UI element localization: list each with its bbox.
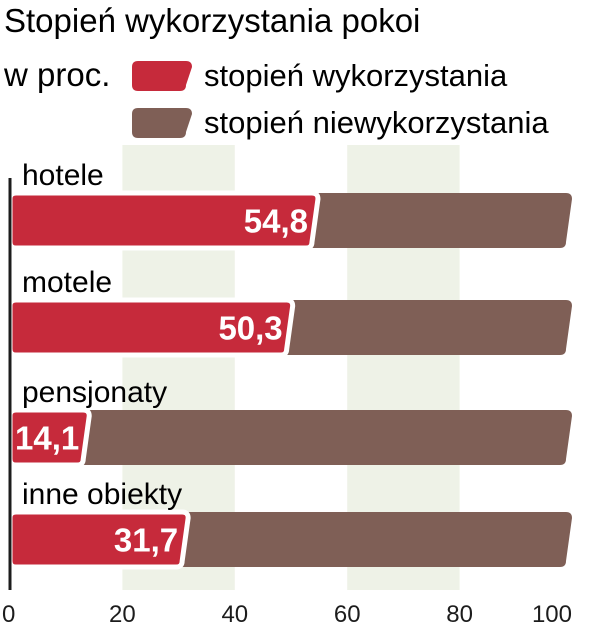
- bar-value-label: 31,7: [114, 522, 178, 559]
- unit-label: w proc.: [3, 56, 110, 93]
- x-tick-labels-group: 0 20 40 60 80 100: [2, 601, 572, 628]
- bar-used-1: [7, 297, 296, 358]
- x-tick-label: 60: [334, 601, 361, 628]
- legend-swatch-used: [132, 61, 192, 91]
- bars-group: 54,8 50,3 14,1 31,7: [7, 190, 572, 570]
- x-tick-label: 100: [532, 601, 572, 628]
- x-tick-label: 20: [109, 601, 136, 628]
- category-label: hotele: [22, 159, 104, 192]
- category-label: motele: [22, 266, 112, 299]
- bar-value-label: 14,1: [15, 420, 79, 457]
- x-tick-label: 0: [2, 601, 15, 628]
- category-labels-group: hotele motele pensjonaty inne obiekty: [22, 159, 182, 511]
- bar-value-label: 54,8: [244, 203, 308, 240]
- bar-used-3: [7, 509, 191, 570]
- category-label: inne obiekty: [22, 478, 182, 511]
- x-tick-label: 40: [221, 601, 248, 628]
- chart-title: Stopień wykorzystania pokoi: [4, 2, 420, 39]
- bar-used-2: [7, 407, 92, 468]
- bar-value-label: 50,3: [218, 310, 282, 347]
- category-label: pensjonaty: [22, 376, 167, 409]
- x-tick-label: 80: [446, 601, 473, 628]
- bar-used-0: [7, 190, 321, 251]
- bar-unused-2: [10, 410, 572, 465]
- legend-swatch-unused: [132, 108, 192, 138]
- legend-label-used: stopień wykorzystania: [204, 58, 508, 93]
- legend-label-unused: stopień niewykorzystania: [204, 105, 549, 140]
